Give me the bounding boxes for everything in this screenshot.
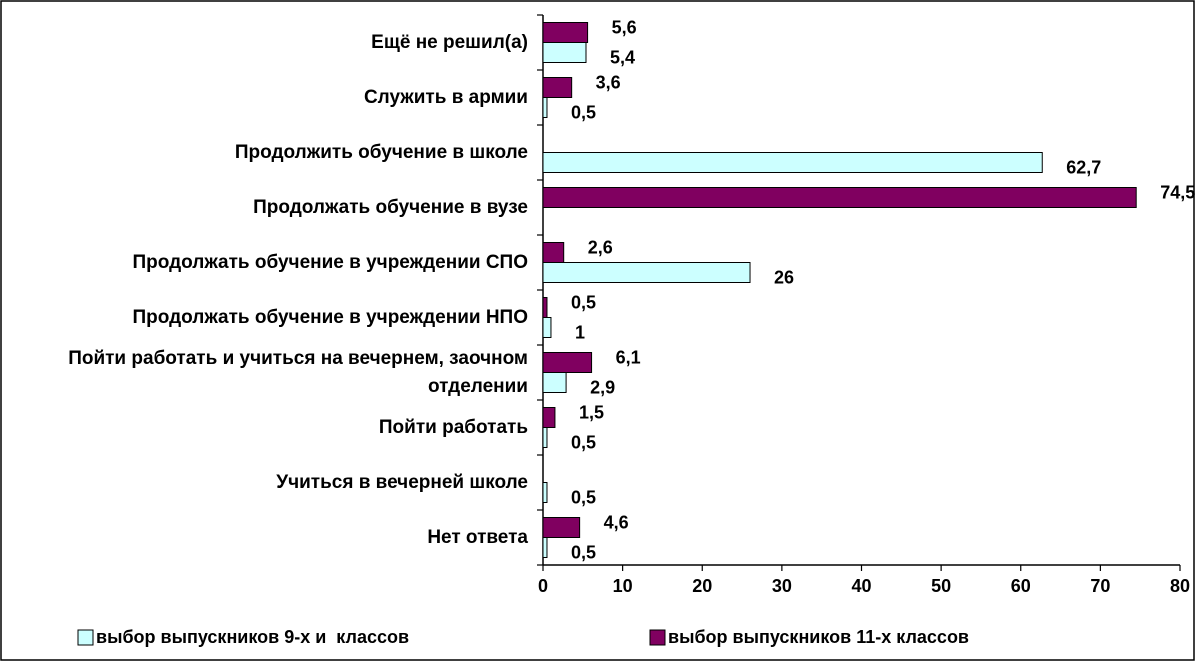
value-label: 74,5 [1160, 182, 1195, 202]
value-label: 0,5 [571, 292, 596, 312]
category-label: Продолжать обучение в учреждении СПО [132, 251, 528, 273]
category-label: Продолжать обучение в вузе [253, 196, 528, 218]
category-label: Служить в армии [363, 86, 528, 108]
value-label: 62,7 [1066, 157, 1101, 177]
bar [542, 537, 548, 558]
x-tick-label: 0 [538, 576, 548, 596]
bar [542, 97, 548, 118]
legend-label: выбор выпускников 9-х и классов [96, 627, 409, 647]
category-label: Нет ответа [427, 526, 528, 548]
bar [542, 372, 567, 393]
value-label: 0,5 [571, 542, 596, 562]
legend-swatch [77, 629, 94, 646]
category-label: Учиться в вечерней школе [276, 471, 528, 493]
x-tick-label: 40 [851, 576, 871, 596]
value-label: 2,9 [590, 377, 615, 397]
value-label: 4,6 [604, 512, 629, 532]
value-label: 0,5 [571, 432, 596, 452]
x-tick-label: 60 [1011, 576, 1031, 596]
bar [542, 262, 751, 283]
bar [542, 427, 548, 448]
bar [542, 352, 593, 373]
value-label: 2,6 [588, 237, 613, 257]
category-label: Продолжить обучение в школе [234, 141, 528, 163]
legend-label: выбор выпускников 11-х классов [668, 627, 969, 647]
legend-swatch [649, 629, 666, 646]
bar [542, 297, 548, 318]
value-label: 26 [774, 267, 794, 287]
bar [542, 242, 565, 263]
bar [542, 77, 573, 98]
x-tick-label: 50 [931, 576, 951, 596]
category-label: Продолжать обучение в учреждении НПО [132, 306, 528, 328]
value-label: 5,4 [610, 47, 635, 67]
category-label: Ещё не решил(а) [371, 31, 528, 53]
value-label: 5,6 [612, 17, 637, 37]
bar [542, 22, 589, 43]
category-label: Пойти работать и учиться на вечернем, за… [68, 347, 528, 397]
bar [542, 187, 1137, 208]
value-label: 3,6 [596, 72, 621, 92]
bar [542, 42, 587, 63]
x-tick-label: 20 [692, 576, 712, 596]
value-label: 0,5 [571, 487, 596, 507]
x-tick-label: 10 [613, 576, 633, 596]
bar [542, 482, 548, 503]
bar [542, 152, 1043, 173]
value-label: 6,1 [616, 347, 641, 367]
x-tick-label: 80 [1170, 576, 1190, 596]
value-label: 0,5 [571, 102, 596, 122]
x-tick-label: 30 [772, 576, 792, 596]
value-label: 1 [575, 322, 585, 342]
bar [542, 317, 552, 338]
value-label: 1,5 [579, 402, 604, 422]
bar [542, 517, 581, 538]
bar [542, 407, 556, 428]
x-tick-label: 70 [1090, 576, 1110, 596]
category-label: Пойти работать [378, 416, 528, 438]
